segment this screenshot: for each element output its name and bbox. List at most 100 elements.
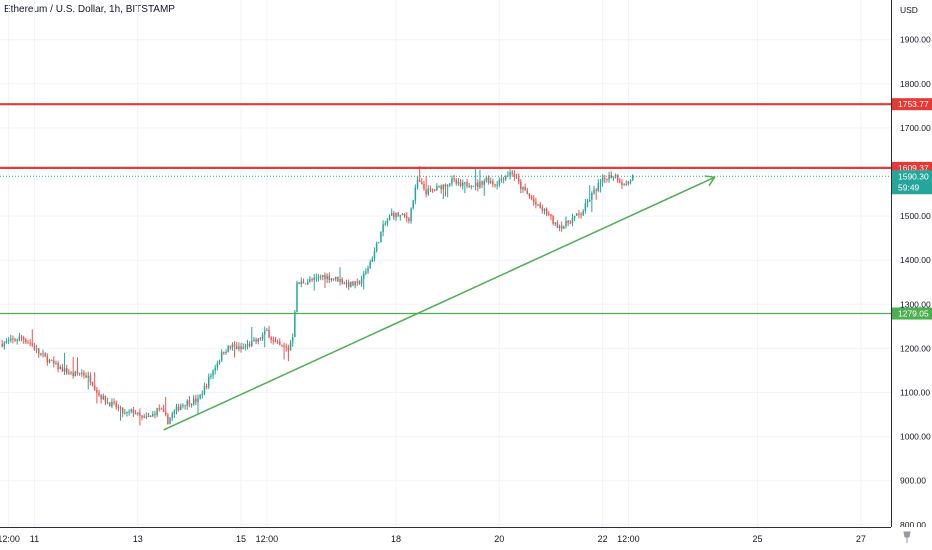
candle-body: [421, 181, 423, 185]
candle-body: [350, 281, 352, 287]
candle-body: [203, 386, 206, 395]
candle-body: [541, 208, 544, 211]
candle-body: [188, 400, 191, 405]
candle-body: [268, 329, 270, 338]
candle-body: [560, 225, 563, 229]
candle-body: [76, 371, 79, 374]
candle-body: [616, 174, 619, 181]
time-tick-label: 20: [494, 534, 504, 544]
candle-body: [330, 278, 333, 281]
candle-body: [356, 281, 359, 283]
candle-body: [100, 395, 102, 400]
time-axis[interactable]: 12:00 11 13 15 12:00 18 20 22 12:00 25 27: [0, 527, 932, 550]
candle-body: [210, 375, 212, 378]
candle-body: [266, 329, 268, 331]
candle-body: [461, 182, 464, 186]
candle-body: [522, 187, 524, 190]
candle-body: [257, 338, 260, 342]
candle-body: [244, 346, 247, 348]
candle-body: [569, 222, 572, 224]
price-tick-label: 1100.00: [900, 387, 930, 397]
candle-body: [362, 273, 365, 280]
candle-body: [111, 401, 113, 407]
candle-body: [29, 342, 31, 344]
price-tick-label: 1700.00: [900, 123, 931, 133]
candle-body: [360, 279, 363, 284]
time-tick-label: 22: [598, 534, 608, 544]
candle-body: [388, 215, 391, 221]
candle-body: [89, 375, 92, 383]
candle-body: [479, 181, 481, 188]
candle-body: [528, 193, 531, 197]
candle-body: [393, 212, 395, 218]
time-tick-label: 25: [753, 534, 763, 544]
candle-body: [63, 368, 66, 372]
candle-body: [487, 177, 490, 183]
candle-body: [502, 178, 505, 180]
candle-body: [582, 210, 584, 216]
candle-body: [414, 187, 417, 201]
candle-body: [156, 408, 158, 416]
candle-body: [113, 401, 115, 403]
trendline[interactable]: [163, 175, 716, 431]
candle-body: [55, 363, 57, 365]
candle-body: [500, 178, 503, 180]
candle-body: [274, 341, 277, 343]
candle-body: [287, 347, 290, 351]
candle-body: [397, 212, 399, 217]
candle-body: [403, 214, 406, 217]
candle-body: [468, 185, 470, 187]
candle-body: [623, 183, 625, 185]
candle-body: [526, 190, 529, 194]
candle-body: [302, 281, 305, 284]
candle-body: [345, 282, 348, 284]
candle-body: [291, 337, 294, 343]
candle-body: [591, 193, 593, 200]
candle-body: [14, 339, 16, 341]
candle-body: [481, 181, 483, 185]
candle-body: [158, 408, 161, 410]
resistance-price-text: 1753.77: [898, 99, 929, 109]
candle-body: [416, 180, 419, 188]
candle-body: [10, 338, 12, 341]
candle-body: [20, 336, 23, 338]
candle-body: [12, 338, 14, 340]
horizontal-levels[interactable]: [0, 103, 891, 315]
price-axis[interactable]: [891, 0, 932, 550]
candle-body: [369, 261, 371, 269]
price-axis-labels: 1900.001800.001700.001600.001500.001400.…: [891, 0, 931, 550]
candle-body: [371, 258, 374, 262]
candle-body: [279, 341, 281, 345]
candle-body: [593, 189, 595, 194]
candle-body: [46, 356, 49, 363]
candle-body: [42, 353, 44, 355]
candle-body: [524, 187, 526, 191]
candle-body: [599, 182, 602, 184]
candle-body: [96, 390, 98, 393]
candle-body: [451, 178, 453, 184]
candle-body: [513, 173, 516, 177]
candle-body: [65, 368, 68, 374]
candle-body: [406, 216, 408, 219]
candle-body: [386, 220, 389, 224]
candle-body: [470, 185, 473, 187]
candle-body: [586, 201, 589, 204]
candle-body: [149, 416, 152, 418]
candle-body: [255, 339, 257, 342]
candles: [1, 166, 634, 426]
symbol-title[interactable]: Ethereum / U.S. Dollar, 1h, BITSTAMP: [4, 4, 175, 15]
candle-body: [352, 281, 354, 286]
candle-body: [367, 268, 369, 272]
candle-body: [410, 208, 412, 222]
candle-body: [233, 344, 236, 347]
candle-body: [580, 214, 582, 216]
candle-body: [201, 394, 204, 396]
candle-body: [378, 242, 380, 244]
candle-body: [412, 200, 414, 209]
candle-body: [444, 184, 447, 187]
candle-body: [160, 408, 163, 410]
candle-body: [505, 176, 507, 180]
candle-body: [1, 343, 3, 347]
time-tick-label: 12:00: [0, 534, 20, 544]
